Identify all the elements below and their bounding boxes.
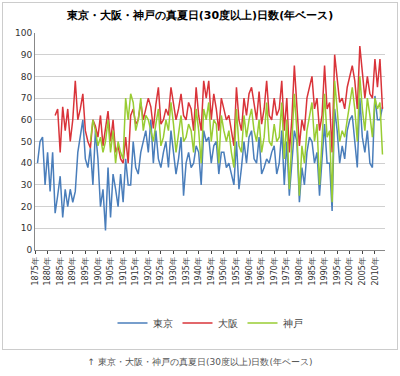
svg-text:2005年: 2005年 bbox=[358, 257, 367, 285]
svg-text:1935年: 1935年 bbox=[182, 257, 191, 285]
svg-text:1905年: 1905年 bbox=[106, 257, 115, 285]
html-text:↑ 東京・大阪・神戸の真夏日(30度以上)日数(年ベース): ↑ 東京・大阪・神戸の真夏日(30度以上)日数(年ベース) bbox=[87, 357, 313, 367]
svg-text:1915年: 1915年 bbox=[131, 257, 140, 285]
svg-text:東京: 東京 bbox=[153, 318, 173, 329]
svg-text:神戸: 神戸 bbox=[283, 318, 303, 329]
svg-text:20: 20 bbox=[21, 202, 33, 212]
svg-text:10: 10 bbox=[21, 223, 33, 233]
svg-text:1970年: 1970年 bbox=[270, 257, 279, 285]
svg-text:80: 80 bbox=[21, 72, 33, 82]
svg-text:1945年: 1945年 bbox=[207, 257, 216, 285]
svg-text:1980年: 1980年 bbox=[295, 257, 304, 285]
svg-text:60: 60 bbox=[21, 115, 33, 125]
svg-text:東京・大阪・神戸の真夏日(30度以上)日数(年ベース): 東京・大阪・神戸の真夏日(30度以上)日数(年ベース) bbox=[66, 9, 333, 22]
svg-text:1940年: 1940年 bbox=[194, 257, 203, 285]
svg-text:100: 100 bbox=[15, 28, 32, 38]
svg-text:1920年: 1920年 bbox=[144, 257, 153, 285]
svg-text:90: 90 bbox=[21, 50, 33, 60]
svg-text:2000年: 2000年 bbox=[345, 257, 354, 285]
svg-text:1960年: 1960年 bbox=[245, 257, 254, 285]
svg-text:1885年: 1885年 bbox=[56, 257, 65, 285]
svg-text:1925年: 1925年 bbox=[157, 257, 166, 285]
svg-text:1910年: 1910年 bbox=[119, 257, 128, 285]
svg-text:1975年: 1975年 bbox=[282, 257, 291, 285]
svg-text:1875年: 1875年 bbox=[31, 257, 40, 285]
svg-text:2010年: 2010年 bbox=[371, 257, 380, 285]
svg-text:1890年: 1890年 bbox=[68, 257, 77, 285]
svg-text:1965年: 1965年 bbox=[257, 257, 266, 285]
svg-text:50: 50 bbox=[21, 137, 33, 147]
svg-text:0: 0 bbox=[26, 245, 32, 255]
svg-text:1950年: 1950年 bbox=[219, 257, 228, 285]
svg-text:1895年: 1895年 bbox=[81, 257, 90, 285]
svg-text:70: 70 bbox=[21, 93, 33, 103]
svg-text:1995年: 1995年 bbox=[333, 257, 342, 285]
svg-text:1880年: 1880年 bbox=[43, 257, 52, 285]
svg-text:40: 40 bbox=[21, 158, 33, 168]
svg-text:1930年: 1930年 bbox=[169, 257, 178, 285]
svg-text:大阪: 大阪 bbox=[218, 318, 238, 329]
svg-text:1955年: 1955年 bbox=[232, 257, 241, 285]
svg-text:1985年: 1985年 bbox=[308, 257, 317, 285]
svg-text:1990年: 1990年 bbox=[320, 257, 329, 285]
svg-text:30: 30 bbox=[21, 180, 33, 190]
svg-text:1900年: 1900年 bbox=[94, 257, 103, 285]
